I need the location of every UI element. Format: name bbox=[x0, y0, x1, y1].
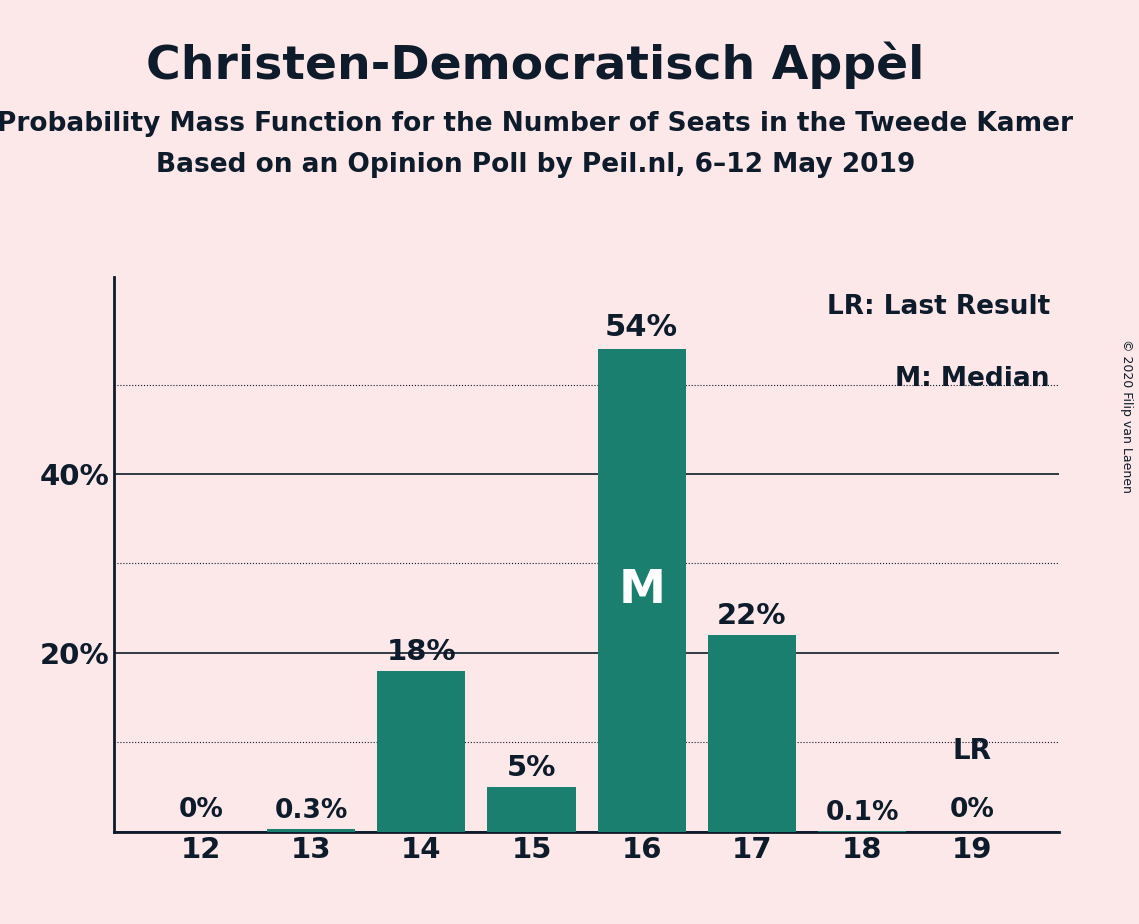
Text: Based on an Opinion Poll by Peil.nl, 6–12 May 2019: Based on an Opinion Poll by Peil.nl, 6–1… bbox=[156, 152, 915, 178]
Bar bbox=[707, 635, 796, 832]
Text: Probability Mass Function for the Number of Seats in the Tweede Kamer: Probability Mass Function for the Number… bbox=[0, 111, 1073, 137]
Text: LR: LR bbox=[952, 736, 992, 764]
Text: LR: Last Result: LR: Last Result bbox=[827, 294, 1050, 320]
Text: 0%: 0% bbox=[950, 796, 994, 822]
Bar bbox=[377, 671, 466, 832]
Bar bbox=[267, 829, 355, 832]
Text: 18%: 18% bbox=[386, 638, 456, 666]
Text: © 2020 Filip van Laenen: © 2020 Filip van Laenen bbox=[1121, 339, 1133, 492]
Text: M: M bbox=[618, 567, 665, 613]
Bar bbox=[598, 348, 686, 832]
Text: 5%: 5% bbox=[507, 754, 556, 783]
Text: M: Median: M: Median bbox=[895, 366, 1050, 392]
Bar bbox=[487, 787, 575, 832]
Text: 0.3%: 0.3% bbox=[274, 798, 347, 824]
Text: Christen-Democratisch Appèl: Christen-Democratisch Appèl bbox=[146, 42, 925, 89]
Text: 0.1%: 0.1% bbox=[826, 800, 899, 826]
Text: 0%: 0% bbox=[179, 796, 223, 822]
Text: 54%: 54% bbox=[605, 312, 678, 342]
Text: 22%: 22% bbox=[718, 602, 787, 630]
